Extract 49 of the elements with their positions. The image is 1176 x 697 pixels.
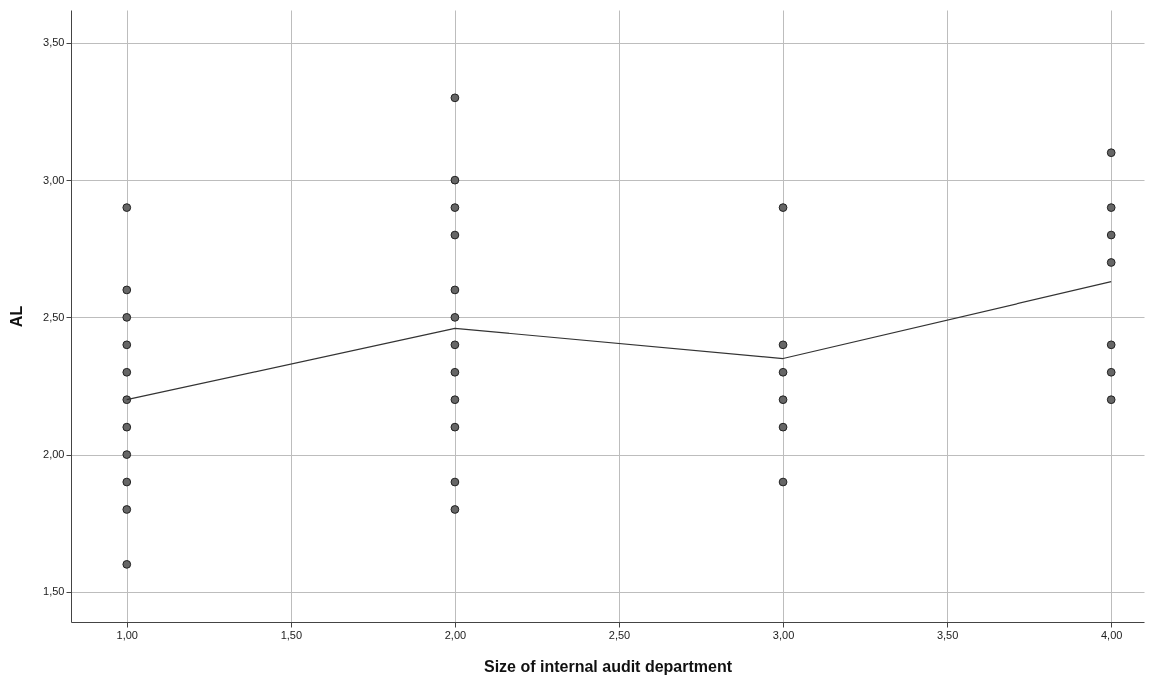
point [778,203,788,212]
point [122,477,132,487]
x-tick-label: 3,00 [772,628,795,641]
point [122,285,132,295]
y-tick-label: 1,50 [43,585,65,598]
point [1106,395,1116,405]
x-tick-label: 2,50 [608,628,631,641]
point [122,505,132,514]
y-tick-label: 3,00 [43,173,65,186]
point [122,560,132,569]
x-tick-label: 1,00 [116,628,138,641]
point [450,285,460,295]
y-tick-label: 3,50 [43,36,65,49]
x-tick-label: 4,00 [1100,628,1123,641]
point [1106,203,1116,212]
x-tick-label: 3,50 [936,628,959,641]
point [122,422,132,432]
y-axis-title: AL [8,305,26,328]
y-tick-label: 2,50 [43,310,65,323]
point [450,367,460,377]
point [778,367,788,377]
point [1106,230,1116,240]
point [778,422,788,432]
point [450,505,460,514]
point [450,230,460,240]
x-tick-label: 2,00 [444,628,467,641]
x-tick-label: 1,50 [280,628,303,641]
point [450,313,460,322]
point [122,367,132,377]
point [122,340,132,350]
point [122,203,132,212]
point [1106,367,1116,377]
x-axis-title: Size of internal audit department [483,657,733,675]
point [450,175,460,185]
point [1106,148,1116,158]
point [450,203,460,212]
point [1106,258,1116,267]
point [778,395,788,405]
point [450,93,460,103]
point [450,340,460,350]
y-tick-label: 2,00 [43,448,65,461]
point [778,477,788,487]
point [450,477,460,487]
point [450,422,460,432]
point [450,395,460,405]
point [1106,340,1116,350]
point [778,340,788,350]
point [122,313,132,322]
point [122,450,132,459]
